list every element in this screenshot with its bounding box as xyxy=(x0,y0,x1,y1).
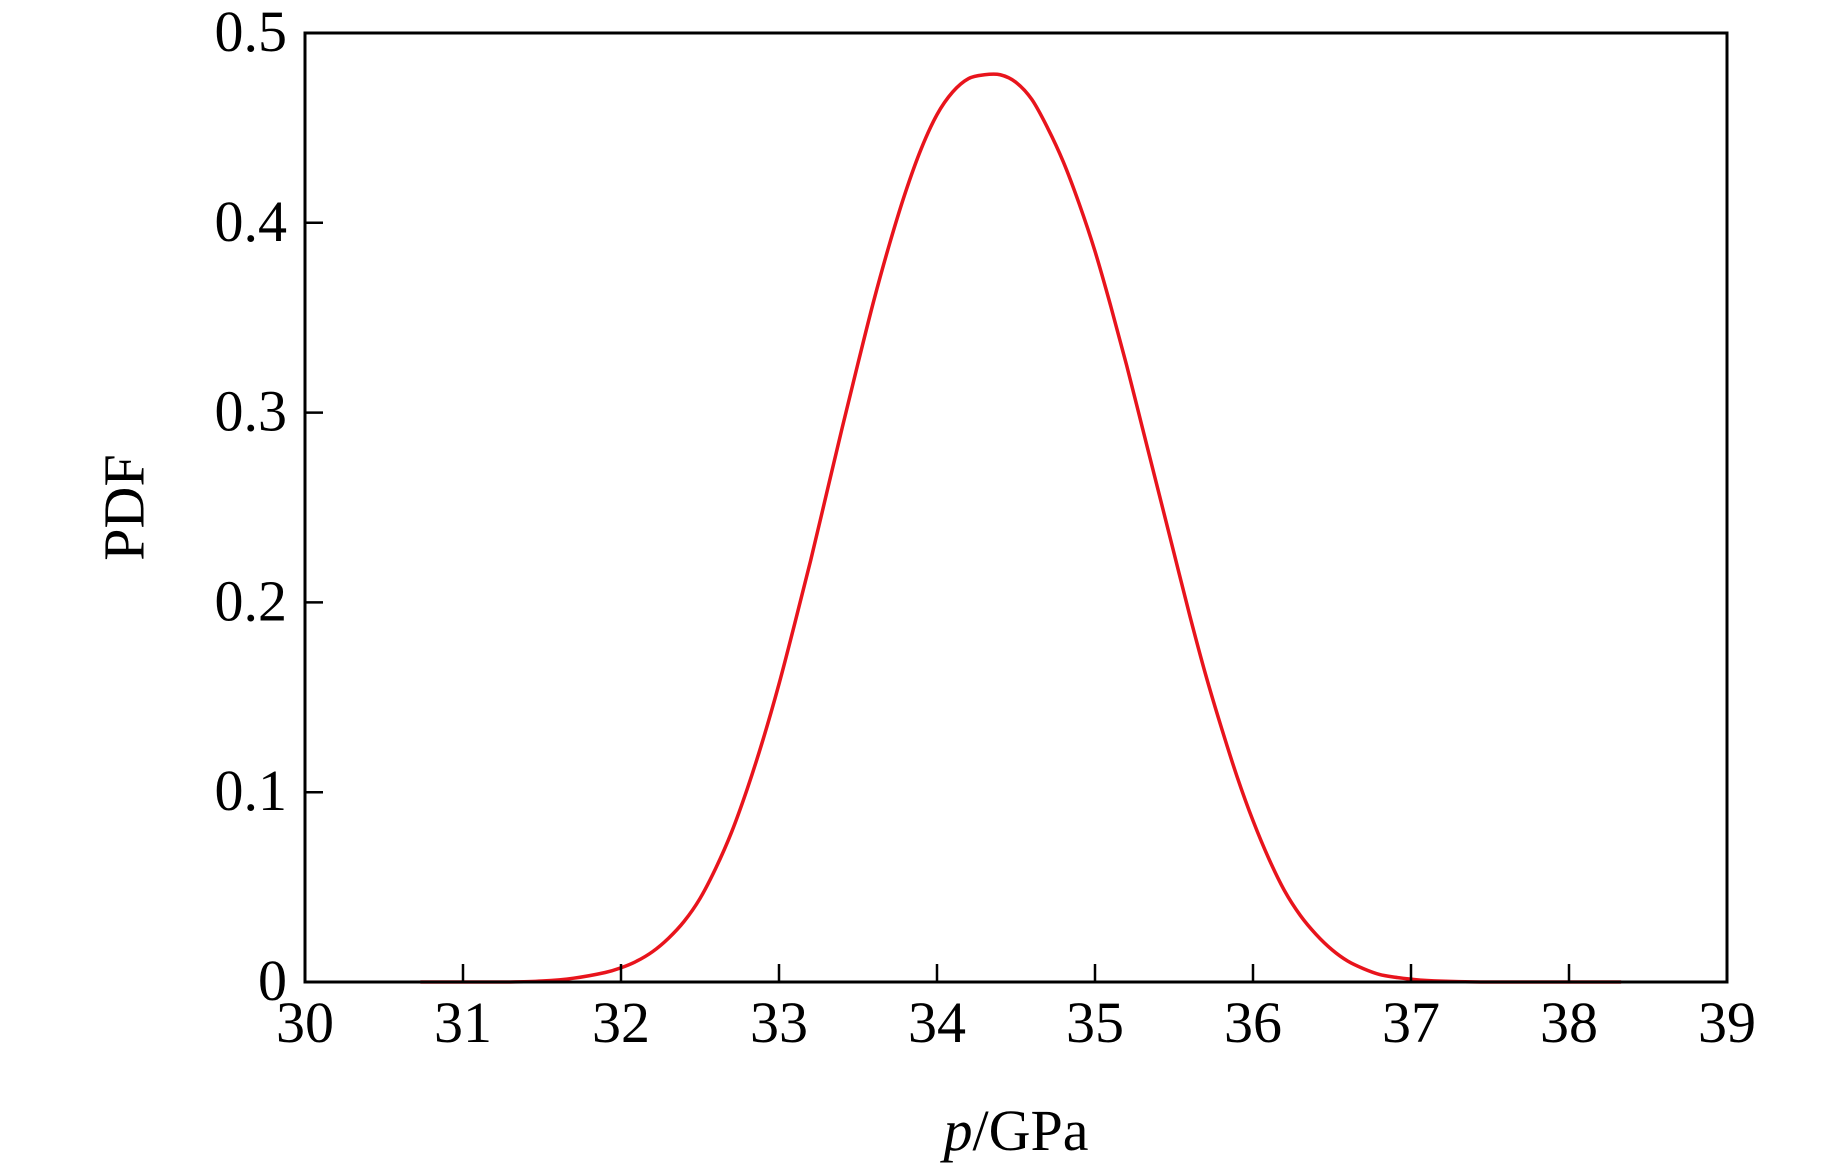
series-line xyxy=(420,72,1622,984)
x-axis-title-unit: /GPa xyxy=(973,1098,1089,1163)
y-tick-label: 0.5 xyxy=(215,0,288,64)
y-tick-label: 0.1 xyxy=(215,758,288,823)
x-tick-label: 36 xyxy=(1224,990,1282,1055)
y-tick-label: 0.3 xyxy=(215,379,288,444)
x-axis-ticks: 30 31 32 33 34 35 36 37 38 39 xyxy=(276,964,1756,1055)
x-tick-label: 38 xyxy=(1540,990,1598,1055)
x-tick-label: 39 xyxy=(1698,990,1756,1055)
x-tick-label: 37 xyxy=(1382,990,1440,1055)
x-axis-title-variable: p xyxy=(940,1098,973,1163)
x-tick-label: 33 xyxy=(750,990,808,1055)
plot-frame xyxy=(303,31,1729,984)
x-tick-label: 34 xyxy=(908,990,966,1055)
y-tick-label: 0 xyxy=(258,948,287,1013)
x-tick-label: 30 xyxy=(276,990,334,1055)
x-axis-title: p/GPa xyxy=(940,1098,1089,1163)
x-tick-label: 31 xyxy=(434,990,492,1055)
y-tick-label: 0.4 xyxy=(215,189,288,254)
y-axis-title: PDF xyxy=(91,454,156,560)
y-tick-label: 0.2 xyxy=(215,568,288,633)
x-tick-label: 35 xyxy=(1066,990,1124,1055)
plot-layer xyxy=(420,72,1622,984)
x-tick-label: 32 xyxy=(592,990,650,1055)
y-axis-ticks: 0 0.1 0.2 0.3 0.4 0.5 xyxy=(215,0,323,1013)
